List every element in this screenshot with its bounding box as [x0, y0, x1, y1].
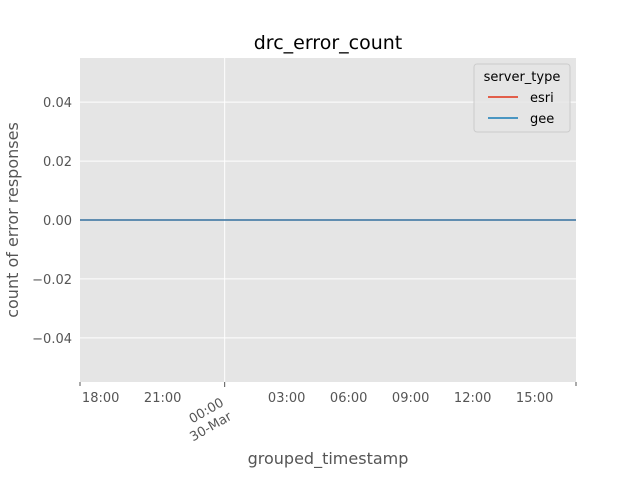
- y-axis-label: count of error responses: [3, 122, 22, 318]
- legend-label-gee: gee: [530, 112, 554, 127]
- legend-label-esri: esri: [530, 91, 554, 106]
- x-tick-label: 09:00: [392, 391, 429, 406]
- y-tick-label: −0.04: [32, 332, 72, 347]
- legend-box: [473, 63, 571, 133]
- x-tick-label: 18:00: [82, 391, 119, 406]
- y-tick-label: 0.04: [43, 96, 72, 111]
- legend-title: server_type: [484, 70, 561, 85]
- y-tick-label: −0.02: [32, 273, 72, 288]
- x-axis-label: grouped_timestamp: [248, 449, 409, 469]
- legend: server_type esri gee: [473, 63, 571, 133]
- x-tick-label: 12:00: [454, 391, 491, 406]
- x-tick-label: 15:00: [516, 391, 553, 406]
- x-tick-label: 06:00: [330, 391, 367, 406]
- y-tick-label: 0.02: [43, 155, 72, 170]
- y-tick-label: 0.00: [43, 214, 72, 229]
- x-tick-label: 03:00: [268, 391, 305, 406]
- y-axis-ticks: 0.04 0.02 0.00 −0.02 −0.04: [32, 96, 72, 347]
- x-tick-label: 21:00: [144, 391, 181, 406]
- chart-title: drc_error_count: [254, 32, 403, 54]
